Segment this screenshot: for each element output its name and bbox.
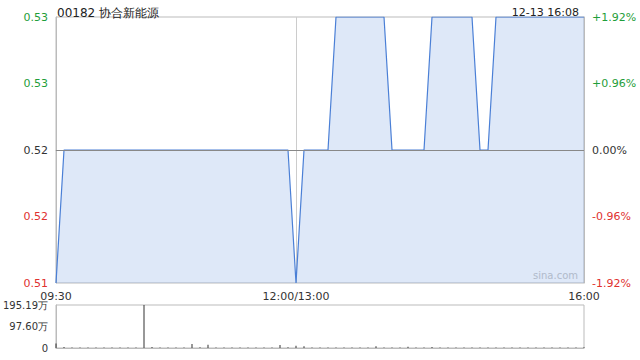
svg-text:0.53: 0.53	[24, 11, 49, 24]
svg-text:+1.92%: +1.92%	[592, 11, 636, 24]
svg-text:0.52: 0.52	[24, 210, 49, 223]
svg-text:09:30: 09:30	[40, 290, 72, 303]
svg-text:0.53: 0.53	[24, 77, 49, 90]
svg-text:12:00/13:00: 12:00/13:00	[262, 290, 329, 303]
svg-text:195.19万: 195.19万	[3, 299, 48, 311]
svg-text:-1.92%: -1.92%	[592, 277, 631, 290]
svg-text:0.51: 0.51	[24, 277, 49, 290]
svg-text:12-13 16:08: 12-13 16:08	[512, 6, 579, 19]
svg-text:+0.96%: +0.96%	[592, 77, 636, 90]
svg-text:16:00: 16:00	[568, 290, 600, 303]
svg-text:0.52: 0.52	[24, 144, 49, 157]
svg-text:-0.96%: -0.96%	[592, 210, 631, 223]
svg-text:97.60万: 97.60万	[9, 321, 48, 332]
svg-text:00182 协合新能源: 00182 协合新能源	[57, 6, 159, 20]
svg-text:0: 0	[42, 343, 48, 354]
svg-text:0.00%: 0.00%	[592, 144, 627, 157]
